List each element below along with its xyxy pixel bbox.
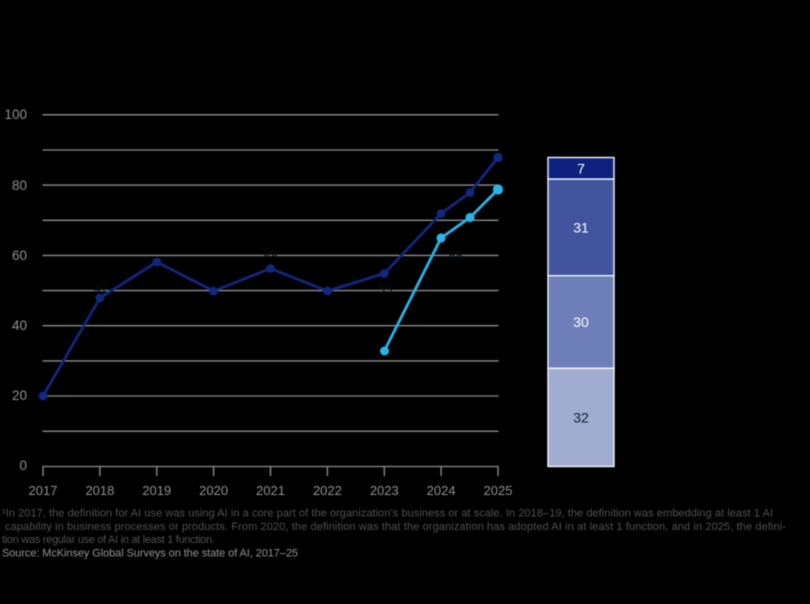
svg-text:40: 40 <box>12 318 27 333</box>
svg-text:2017: 2017 <box>29 483 58 498</box>
svg-text:80: 80 <box>12 178 27 193</box>
svg-text:47: 47 <box>94 281 108 296</box>
svg-text:60: 60 <box>12 248 27 263</box>
svg-text:7: 7 <box>577 161 585 177</box>
svg-text:56: 56 <box>263 245 277 260</box>
svg-text:55: 55 <box>378 282 392 297</box>
svg-text:capability in business process: capability in business processes or prod… <box>5 521 786 533</box>
svg-text:65: 65 <box>449 249 463 264</box>
svg-text:2022: 2022 <box>313 483 342 498</box>
svg-text:Source: McKinsey Global Survey: Source: McKinsey Global Surveys on the s… <box>2 547 298 559</box>
svg-text:100: 100 <box>4 107 27 122</box>
svg-text:2018: 2018 <box>85 483 114 498</box>
svg-text:20: 20 <box>12 388 27 403</box>
svg-text:31: 31 <box>573 220 589 236</box>
svg-text:32: 32 <box>573 410 589 426</box>
svg-text:tion was regular use of AI in: tion was regular use of AI in at least 1… <box>2 534 215 546</box>
svg-text:2021: 2021 <box>256 483 285 498</box>
svg-text:2023: 2023 <box>370 483 399 498</box>
svg-text:2019: 2019 <box>142 483 171 498</box>
svg-text:30: 30 <box>573 314 589 330</box>
svg-text:0: 0 <box>19 458 27 473</box>
svg-text:¹In 2017, the definition for A: ¹In 2017, the definition for AI use was … <box>2 508 773 520</box>
svg-text:2024: 2024 <box>427 483 456 498</box>
svg-text:2025: 2025 <box>484 483 513 498</box>
svg-text:2020: 2020 <box>199 483 228 498</box>
